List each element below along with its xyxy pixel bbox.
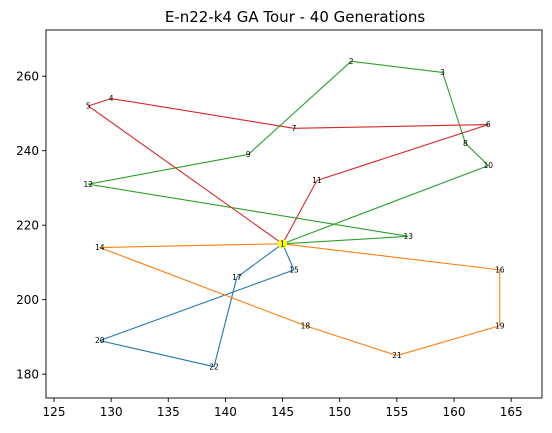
route-3-edge-12-9	[88, 153, 249, 185]
x-tick-label-155: 155	[385, 405, 408, 419]
node-label-13: 13	[404, 232, 414, 241]
y-tick-label-180: 180	[16, 367, 39, 381]
route-3-edge-10-1	[282, 165, 489, 245]
node-label-5: 5	[86, 102, 91, 111]
node-label-14: 14	[95, 243, 105, 252]
route-1-edge-22-17	[213, 277, 238, 367]
node-label-18: 18	[301, 321, 311, 330]
route-2-edge-18-14	[99, 247, 306, 327]
node-label-22: 22	[209, 362, 219, 371]
route-2-edge-21-18	[305, 325, 398, 357]
node-label-12: 12	[84, 180, 94, 189]
x-tick-label-165: 165	[500, 405, 523, 419]
node-label-9: 9	[246, 150, 251, 159]
route-3-edge-13-12	[88, 183, 409, 237]
route-2-edge-1-16	[282, 243, 500, 271]
route-1-edge-1-15	[282, 243, 295, 271]
node-label-1: 1	[280, 239, 285, 248]
x-tick-label-130: 130	[100, 405, 123, 419]
node-label-20: 20	[95, 336, 105, 345]
x-tick-label-145: 145	[271, 405, 294, 419]
route-4-edge-6-7	[293, 124, 489, 129]
y-tick-label-200: 200	[16, 293, 39, 307]
node-label-11: 11	[312, 176, 322, 185]
route-4-edge-11-6	[316, 124, 489, 182]
x-axis: 125 130 135 140 145 150 155 160 165	[43, 398, 523, 419]
x-tick-label-150: 150	[328, 405, 351, 419]
depot-marker	[278, 239, 288, 249]
node-label-6: 6	[486, 120, 491, 129]
y-tick-label-220: 220	[16, 218, 39, 232]
route-1-edge-20-22	[99, 340, 215, 368]
node-label-2: 2	[349, 57, 354, 66]
x-tick-label-160: 160	[443, 405, 466, 419]
y-tick-label-260: 260	[16, 69, 39, 83]
route-3-edge-1-13	[282, 235, 409, 245]
route-4-edge-5-1	[87, 105, 283, 245]
node-label-8: 8	[463, 139, 468, 148]
node-label-10: 10	[484, 161, 494, 170]
y-axis: 180 200 220 240 260	[16, 69, 46, 381]
route-2-edge-19-21	[396, 325, 500, 357]
x-tick-label-140: 140	[214, 405, 237, 419]
node-label-15: 15	[289, 265, 299, 274]
route-2-edge-14-1	[99, 243, 283, 249]
y-tick-label-240: 240	[16, 144, 39, 158]
route-3-edge-2-3	[351, 60, 443, 74]
route-4-edge-7-4	[111, 97, 295, 129]
node-label-17: 17	[232, 273, 242, 282]
routes-layer	[87, 60, 501, 368]
x-tick-label-125: 125	[43, 405, 66, 419]
node-label-19: 19	[495, 321, 505, 330]
route-4-edge-1-11	[282, 180, 318, 245]
route-4-edge-4-5	[88, 98, 112, 107]
plot-frame	[45, 29, 543, 399]
node-label-21: 21	[392, 351, 402, 360]
node-label-16: 16	[495, 265, 505, 274]
route-1-edge-17-1	[236, 243, 283, 278]
node-label-4: 4	[109, 94, 114, 103]
chart-title: E-n22-k4 GA Tour - 40 Generations	[165, 8, 425, 26]
route-3-edge-9-2	[247, 60, 352, 155]
node-label-3: 3	[440, 68, 445, 77]
x-tick-label-135: 135	[157, 405, 180, 419]
route-3-edge-8-10	[465, 142, 489, 166]
node-label-7: 7	[292, 124, 297, 133]
route-3-edge-3-8	[442, 72, 466, 144]
route-1-edge-15-20	[99, 269, 295, 342]
